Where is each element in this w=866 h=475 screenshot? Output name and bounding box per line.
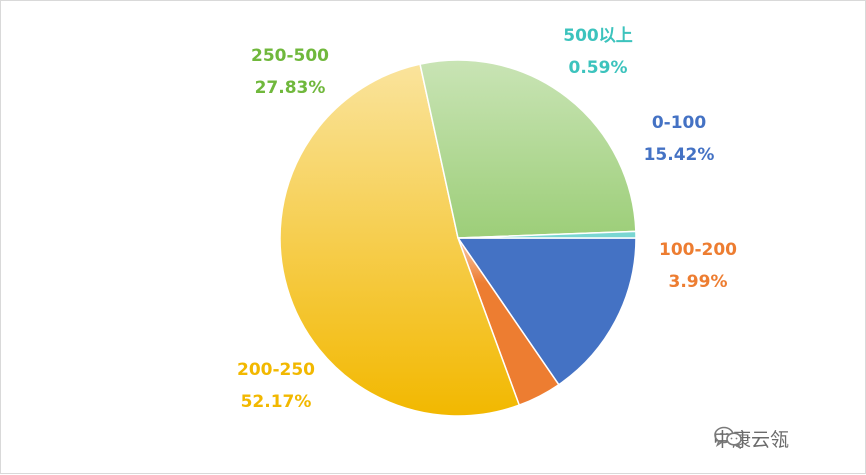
pie-slice-200-250 [279,63,521,417]
slice-category-label: 0-100 [652,113,707,133]
slice-percent-label: 27.83% [255,78,326,98]
slice-percent-label: 15.42% [644,145,715,165]
slice-category-label: 100-200 [659,240,737,260]
slice-percent-label: 3.99% [669,272,728,292]
pie-slice-250-500 [419,59,637,239]
slice-percent-label: 0.59% [569,58,628,78]
slice-category-label: 200-250 [237,360,315,380]
slice-category-label: 250-500 [251,46,329,66]
pie-slice-0-100 [456,237,637,386]
watermark: 中康云瓴 [713,425,789,452]
slice-category-label: 500以上 [563,26,633,46]
wechat-icon [714,426,742,449]
pie-slice-500 [457,230,637,239]
slice-percent-label: 52.17% [241,392,312,412]
